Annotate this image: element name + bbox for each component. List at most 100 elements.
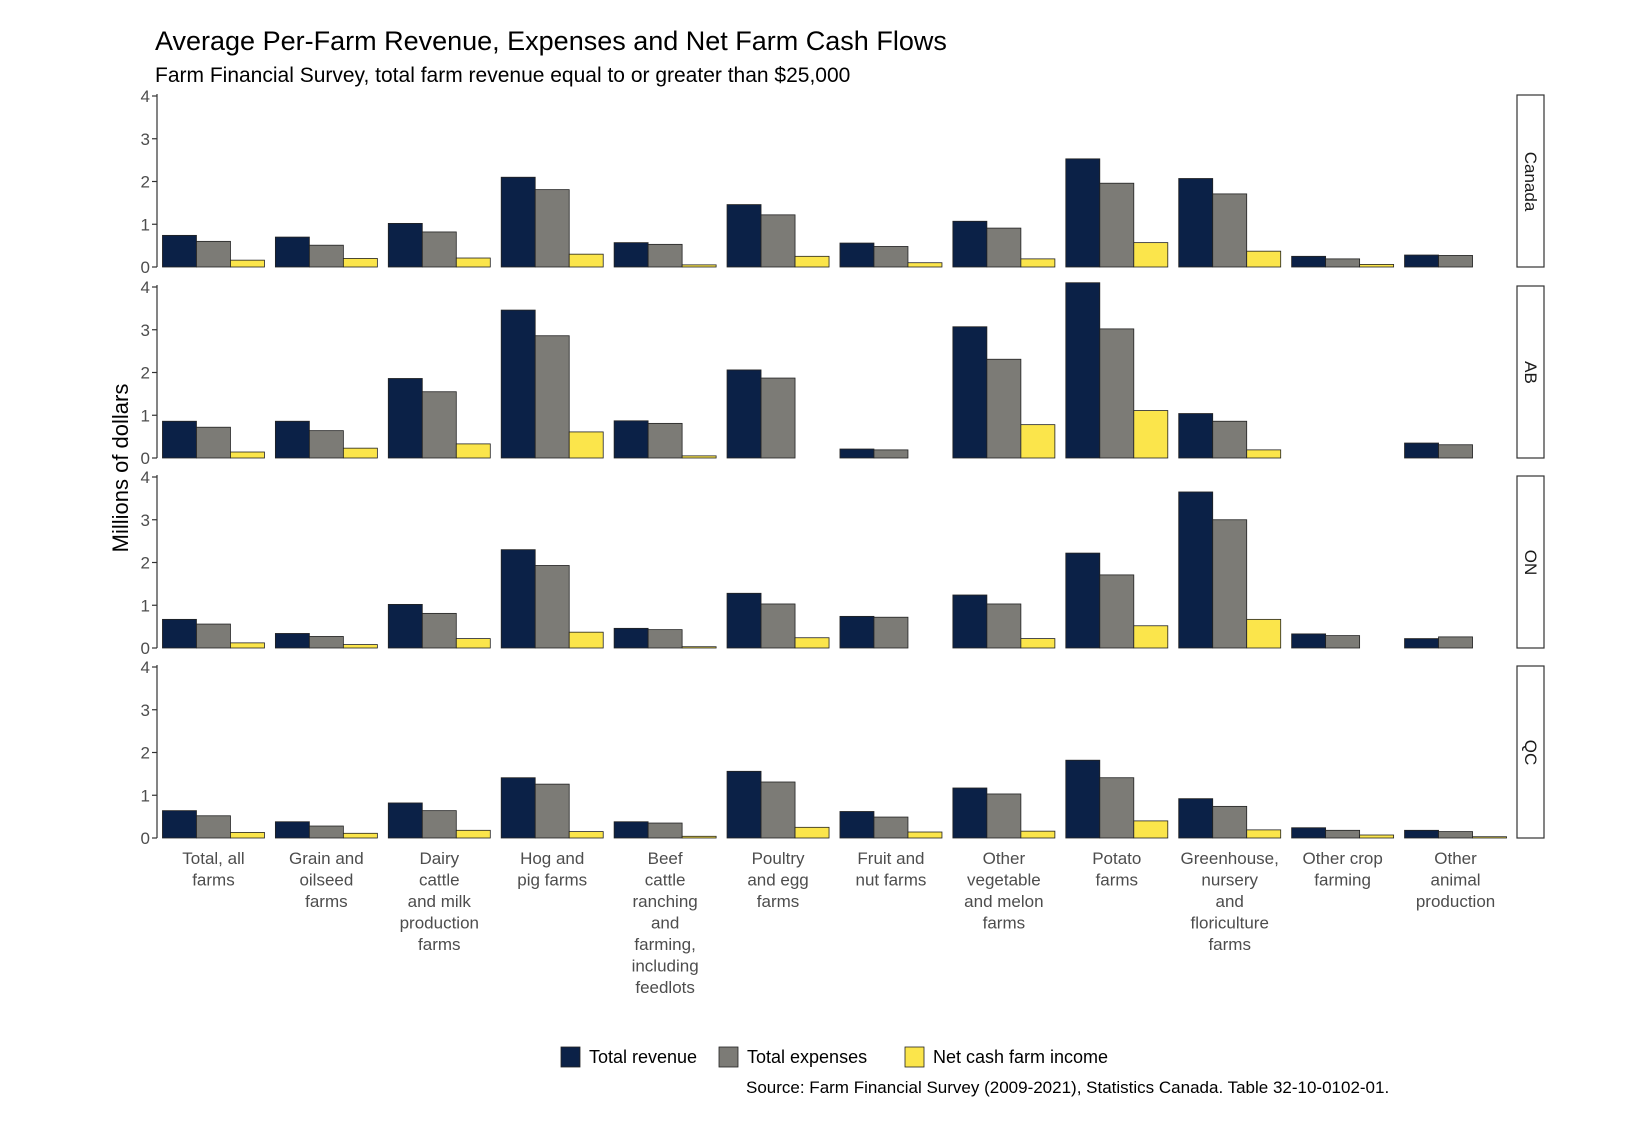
legend-swatch bbox=[560, 1046, 581, 1068]
bar-ab-total-expenses-6 bbox=[873, 449, 909, 459]
bar-canada-net-cash-farm-income-0 bbox=[230, 259, 265, 268]
bar-ab-net-cash-farm-income-3 bbox=[568, 431, 604, 459]
bar-on-total-expenses-10 bbox=[1325, 635, 1361, 649]
legend-swatch bbox=[718, 1046, 739, 1068]
y-tick-label: 1 bbox=[141, 406, 150, 425]
panel-on: 0 1 2 3 4 ON bbox=[141, 468, 1545, 658]
legend: Total revenue Total expenses Net cash farm… bbox=[560, 1046, 1108, 1068]
bar-canada-total-revenue-5 bbox=[726, 204, 762, 268]
bar-canada-total-expenses-8 bbox=[1099, 182, 1135, 268]
bar-on-total-expenses-5 bbox=[760, 603, 796, 649]
bar-qc-total-expenses-3 bbox=[534, 783, 570, 839]
bar-canada-total-expenses-7 bbox=[986, 227, 1022, 268]
y-tick-label: 3 bbox=[141, 130, 150, 149]
bar-canada-total-revenue-10 bbox=[1291, 255, 1327, 268]
bar-qc-total-revenue-0 bbox=[162, 810, 197, 839]
bar-canada-net-cash-farm-income-1 bbox=[342, 258, 378, 268]
x-axis-category-labels: Total, all farms Grain and oilseed farms Dair… bbox=[182, 849, 1495, 997]
x-category-label: Other crop farming bbox=[1302, 849, 1382, 890]
bar-qc-total-revenue-5 bbox=[726, 770, 762, 839]
y-tick-label: 4 bbox=[141, 87, 150, 106]
bar-on-total-expenses-6 bbox=[873, 616, 909, 649]
x-category-label: Dairy cattle and milk production farms bbox=[400, 849, 479, 954]
bar-canada-total-revenue-2 bbox=[387, 222, 423, 268]
legend-item-total-revenue: Total revenue bbox=[560, 1046, 697, 1068]
bar-on-total-revenue-7 bbox=[952, 594, 988, 649]
bar-canada-total-expenses-3 bbox=[534, 189, 570, 268]
bar-on-total-revenue-9 bbox=[1178, 491, 1214, 649]
bar-qc-total-revenue-2 bbox=[387, 802, 423, 839]
bar-canada-net-cash-farm-income-2 bbox=[455, 257, 491, 268]
bar-qc-net-cash-farm-income-4 bbox=[681, 835, 717, 839]
bar-qc-total-expenses-4 bbox=[647, 822, 683, 839]
facet-strip bbox=[1516, 475, 1545, 649]
bar-qc-net-cash-farm-income-0 bbox=[230, 832, 265, 839]
panel-canada: 0 1 2 3 4 Canada bbox=[141, 87, 1545, 277]
source-note: Source: Farm Financial Survey (2009-2021… bbox=[746, 1078, 1390, 1097]
bar-on-total-expenses-8 bbox=[1099, 574, 1135, 649]
bar-qc-total-revenue-6 bbox=[839, 811, 875, 839]
bar-ab-total-expenses-3 bbox=[534, 335, 570, 459]
x-category-label: Other animal production bbox=[1416, 849, 1495, 911]
bar-ab-total-revenue-9 bbox=[1178, 413, 1214, 459]
bar-on-total-revenue-0 bbox=[162, 618, 197, 649]
bar-ab-total-expenses-1 bbox=[308, 430, 344, 459]
bar-ab-total-expenses-9 bbox=[1212, 420, 1248, 459]
bar-ab-net-cash-farm-income-9 bbox=[1246, 449, 1282, 459]
bar-on-total-revenue-3 bbox=[500, 549, 536, 649]
bar-ab-total-revenue-4 bbox=[613, 420, 649, 459]
x-category-label: Grain and oilseed farms bbox=[289, 849, 364, 911]
facet-strip-label: Canada bbox=[1521, 152, 1540, 212]
bar-canada-net-cash-farm-income-8 bbox=[1133, 242, 1169, 268]
legend-item-net-cash-farm-income: Net cash farm income bbox=[904, 1046, 1108, 1068]
bar-canada-total-expenses-9 bbox=[1212, 193, 1248, 268]
bar-qc-net-cash-farm-income-1 bbox=[342, 832, 378, 839]
x-category-label: Fruit and nut farms bbox=[856, 849, 927, 890]
bar-canada-total-revenue-0 bbox=[162, 234, 197, 268]
bar-on-total-expenses-11 bbox=[1438, 636, 1473, 649]
y-tick-label: 4 bbox=[141, 278, 150, 297]
bar-ab-total-revenue-5 bbox=[726, 369, 762, 459]
bar-qc-total-revenue-3 bbox=[500, 777, 536, 839]
bar-qc-total-expenses-9 bbox=[1212, 805, 1248, 839]
bar-canada-total-revenue-7 bbox=[952, 220, 988, 268]
facet-strip-label: QC bbox=[1521, 740, 1540, 766]
bar-on-net-cash-farm-income-1 bbox=[342, 644, 378, 649]
legend-label: Net cash farm income bbox=[933, 1047, 1108, 1067]
bar-qc-net-cash-farm-income-3 bbox=[568, 831, 604, 839]
bar-qc-net-cash-farm-income-10 bbox=[1359, 834, 1395, 839]
bar-on-total-expenses-4 bbox=[647, 629, 683, 649]
bar-qc-net-cash-farm-income-11 bbox=[1472, 836, 1507, 839]
bar-qc-total-expenses-7 bbox=[986, 793, 1022, 839]
bar-qc-net-cash-farm-income-9 bbox=[1246, 829, 1282, 839]
bar-qc-total-revenue-11 bbox=[1404, 829, 1439, 839]
chart-subtitle: Farm Financial Survey, total farm revenu… bbox=[155, 64, 851, 87]
y-tick-label: 4 bbox=[141, 468, 150, 487]
bar-on-total-expenses-7 bbox=[986, 603, 1022, 649]
bar-ab-net-cash-farm-income-0 bbox=[230, 451, 265, 459]
chart-title: Average Per-Farm Revenue, Expenses and N… bbox=[155, 26, 947, 56]
y-tick-label: 1 bbox=[141, 596, 150, 615]
bar-canada-total-expenses-10 bbox=[1325, 258, 1361, 268]
bar-qc-total-revenue-4 bbox=[613, 821, 649, 839]
y-tick-label: 1 bbox=[141, 215, 150, 234]
bar-on-total-revenue-10 bbox=[1291, 633, 1327, 649]
bar-on-net-cash-farm-income-4 bbox=[681, 646, 717, 649]
bar-canada-total-revenue-9 bbox=[1178, 178, 1214, 268]
bar-on-net-cash-farm-income-5 bbox=[794, 637, 830, 649]
bar-ab-total-expenses-5 bbox=[760, 377, 796, 459]
bar-on-total-revenue-4 bbox=[613, 627, 649, 649]
bar-qc-net-cash-farm-income-6 bbox=[907, 831, 943, 839]
legend-label: Total revenue bbox=[589, 1047, 697, 1067]
bar-on-total-expenses-2 bbox=[421, 612, 457, 649]
bar-qc-net-cash-farm-income-7 bbox=[1020, 830, 1056, 839]
x-category-label: Hog and pig farms bbox=[517, 849, 587, 890]
bar-ab-net-cash-farm-income-8 bbox=[1133, 410, 1169, 459]
bar-canada-net-cash-farm-income-4 bbox=[681, 264, 717, 268]
bar-qc-total-expenses-8 bbox=[1099, 777, 1135, 839]
bar-canada-total-revenue-11 bbox=[1404, 254, 1439, 268]
bar-ab-total-revenue-8 bbox=[1065, 282, 1101, 459]
panel-qc: 0 1 2 3 4 QC bbox=[141, 658, 1545, 848]
bar-on-net-cash-farm-income-3 bbox=[568, 631, 604, 649]
bar-on-total-expenses-3 bbox=[534, 565, 570, 649]
